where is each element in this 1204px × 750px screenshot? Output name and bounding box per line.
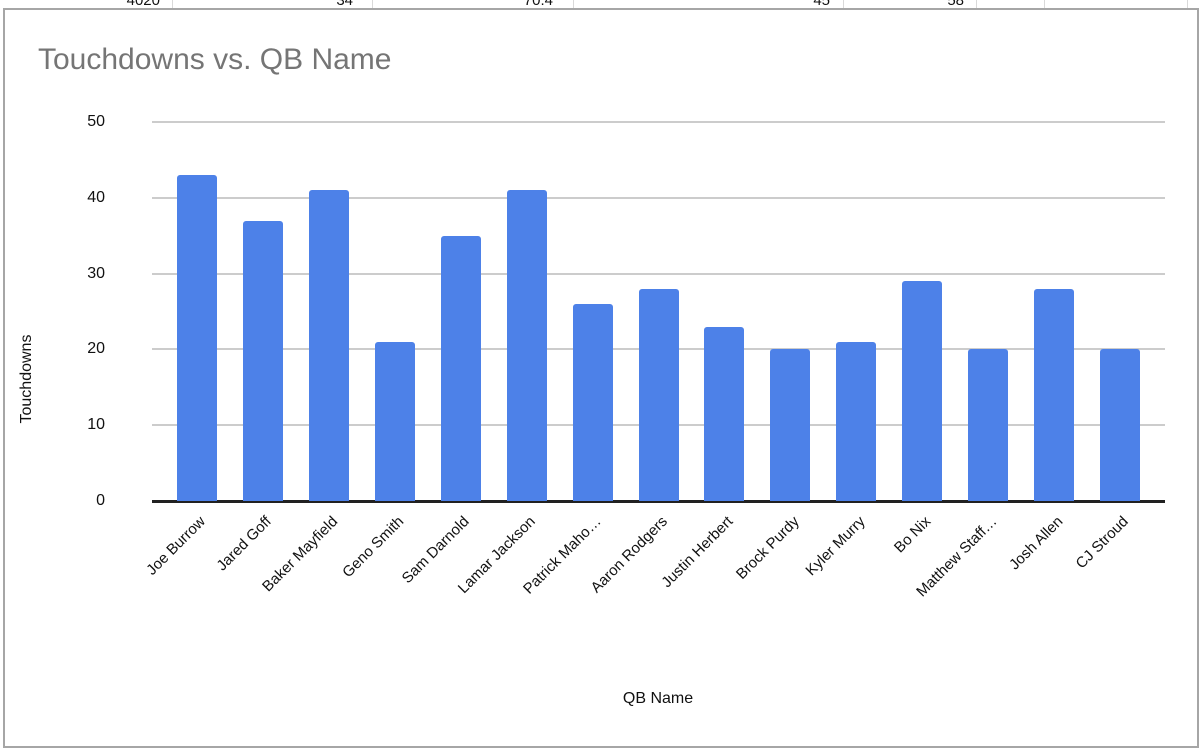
y-tick-label: 0 (96, 492, 105, 509)
chart-title: Touchdowns vs. QB Name (38, 43, 392, 76)
cell-value: 4020 (126, 0, 160, 9)
bar-josh-allen[interactable] (1034, 288, 1075, 501)
bar-geno-smith[interactable] (374, 341, 415, 501)
bar-slot (889, 122, 955, 501)
x-axis-title: QB Name (622, 690, 694, 707)
bar-slot (1021, 122, 1087, 501)
cell-border (843, 0, 844, 12)
x-tick-label: CJ Stroud (1072, 513, 1133, 573)
bar-cj-stroud[interactable] (1100, 349, 1141, 501)
x-tick-label: Joe Burrow (143, 513, 209, 579)
y-tick-label: 30 (87, 264, 105, 282)
cell-value: 34 (336, 0, 353, 9)
bar-slot (955, 122, 1021, 501)
y-tick-label: 40 (87, 188, 105, 206)
cell-value: 45 (813, 0, 830, 9)
bar-slot (494, 122, 560, 501)
x-tick-label: Josh Allen (1005, 513, 1067, 574)
bar-slot (757, 122, 823, 501)
bar-patrick-maho[interactable] (572, 303, 613, 501)
x-tick-label: Sam Darnold (398, 513, 473, 587)
x-tick-label: Brock Purdy (732, 513, 803, 583)
cell-border (573, 0, 574, 12)
bar-baker-mayfield[interactable] (308, 190, 349, 501)
bar-matthew-staff[interactable] (968, 349, 1009, 501)
cell-value: 58 (947, 0, 964, 9)
y-tick-label: 10 (87, 416, 105, 434)
bar-slot (560, 122, 626, 501)
bar-joe-burrow[interactable] (176, 175, 217, 501)
bar-lamar-jackson[interactable] (506, 190, 547, 501)
y-gridline (152, 196, 1165, 199)
chart-container[interactable]: Touchdowns vs. QB Name Touchdowns QB Nam… (3, 8, 1199, 748)
y-tick-label: 50 (87, 113, 105, 130)
cell-value: 70.4 (523, 0, 553, 9)
cell-border (1044, 0, 1045, 12)
bar-aaron-rodgers[interactable] (638, 288, 679, 501)
bar-brock-purdy[interactable] (770, 349, 811, 501)
y-gridline (152, 121, 1165, 123)
x-tick-label: Jared Goff (213, 513, 275, 575)
cell-border (372, 0, 373, 12)
x-tick-label: Bo Nix (890, 513, 935, 557)
x-tick-label: Kyler Murry (802, 513, 869, 580)
bar-slot (626, 122, 692, 501)
bar-slot (230, 122, 296, 501)
bar-sam-darnold[interactable] (440, 235, 481, 501)
bar-slot (823, 122, 889, 501)
bar-slot (428, 122, 494, 501)
y-axis-title: Touchdowns (18, 334, 35, 424)
cell-border (1187, 0, 1188, 12)
bar-slot (362, 122, 428, 501)
bar-kyler-murry[interactable] (836, 341, 877, 501)
x-tick-label: Geno Smith (338, 513, 407, 582)
bars-row (152, 122, 1165, 501)
cell-border (172, 0, 173, 12)
bar-jared-goff[interactable] (242, 220, 283, 501)
bar-slot (164, 122, 230, 501)
bar-slot (692, 122, 758, 501)
x-axis-line (152, 500, 1165, 503)
bar-bo-nix[interactable] (902, 281, 943, 501)
bar-slot (1087, 122, 1153, 501)
y-gridline (152, 272, 1165, 275)
bar-slot (296, 122, 362, 501)
y-tick-label: 20 (87, 340, 105, 358)
cell-border (976, 0, 977, 12)
bar-justin-herbert[interactable] (704, 326, 745, 501)
